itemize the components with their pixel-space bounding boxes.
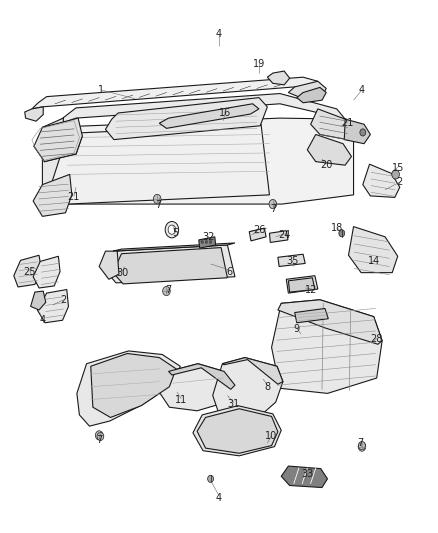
Text: 30: 30	[116, 268, 128, 278]
Circle shape	[165, 222, 179, 238]
Polygon shape	[286, 276, 318, 293]
Text: 2: 2	[60, 295, 67, 305]
Polygon shape	[159, 104, 259, 128]
Polygon shape	[288, 81, 326, 99]
Circle shape	[269, 199, 277, 209]
Circle shape	[201, 240, 203, 244]
Circle shape	[360, 129, 366, 136]
Polygon shape	[106, 98, 267, 140]
Polygon shape	[249, 228, 266, 241]
Polygon shape	[37, 289, 68, 323]
Text: 31: 31	[228, 399, 240, 409]
Polygon shape	[193, 406, 281, 456]
Polygon shape	[199, 237, 215, 248]
Text: 7: 7	[96, 435, 102, 446]
Text: 10: 10	[265, 431, 278, 441]
Polygon shape	[158, 364, 235, 411]
Text: 18: 18	[331, 223, 343, 233]
Polygon shape	[42, 118, 64, 204]
Text: 25: 25	[24, 266, 36, 277]
Text: 33: 33	[301, 469, 314, 479]
Text: 2: 2	[397, 177, 403, 187]
Polygon shape	[278, 300, 382, 344]
Text: 21: 21	[68, 192, 80, 203]
Circle shape	[392, 170, 399, 179]
Polygon shape	[281, 466, 328, 488]
Polygon shape	[213, 358, 283, 426]
Polygon shape	[14, 255, 42, 287]
Text: 26: 26	[253, 224, 265, 235]
Text: 14: 14	[368, 256, 381, 266]
Text: 7: 7	[155, 200, 161, 210]
Polygon shape	[42, 118, 353, 204]
Text: 8: 8	[264, 382, 270, 392]
Text: 15: 15	[392, 163, 404, 173]
Circle shape	[358, 442, 366, 451]
Circle shape	[339, 230, 345, 237]
Polygon shape	[113, 247, 227, 284]
Polygon shape	[113, 243, 235, 251]
Text: 11: 11	[175, 394, 187, 405]
Polygon shape	[106, 245, 235, 283]
Polygon shape	[363, 164, 400, 197]
Polygon shape	[272, 300, 382, 393]
Polygon shape	[32, 77, 318, 109]
Polygon shape	[295, 309, 328, 323]
Text: 4: 4	[359, 85, 365, 95]
Polygon shape	[33, 256, 60, 288]
Polygon shape	[99, 251, 119, 279]
Polygon shape	[223, 358, 283, 384]
Polygon shape	[297, 87, 326, 103]
Polygon shape	[269, 231, 288, 243]
Polygon shape	[344, 119, 371, 144]
Text: 6: 6	[226, 266, 233, 277]
Text: 7: 7	[166, 285, 172, 295]
Polygon shape	[311, 109, 353, 140]
Polygon shape	[288, 278, 315, 292]
Circle shape	[205, 240, 208, 244]
Text: 7: 7	[271, 204, 277, 214]
Text: 7: 7	[357, 438, 363, 448]
Polygon shape	[31, 291, 46, 310]
Circle shape	[95, 431, 103, 440]
Polygon shape	[278, 254, 305, 266]
Polygon shape	[91, 353, 176, 417]
Polygon shape	[169, 364, 235, 389]
Text: 4: 4	[216, 29, 222, 39]
Text: 35: 35	[286, 256, 299, 266]
Text: 12: 12	[305, 285, 318, 295]
Text: 32: 32	[202, 232, 215, 243]
Polygon shape	[51, 94, 345, 127]
Circle shape	[97, 432, 104, 440]
Polygon shape	[307, 134, 351, 165]
Polygon shape	[51, 124, 269, 204]
Polygon shape	[25, 107, 43, 121]
Text: 20: 20	[320, 160, 332, 170]
Text: 24: 24	[278, 230, 290, 240]
Polygon shape	[33, 174, 72, 216]
Circle shape	[168, 225, 176, 235]
Text: 4: 4	[216, 493, 222, 503]
Polygon shape	[267, 71, 290, 85]
Polygon shape	[197, 409, 278, 453]
Circle shape	[208, 475, 214, 482]
Text: 5: 5	[172, 228, 178, 238]
Text: 1: 1	[98, 85, 104, 95]
Polygon shape	[77, 351, 180, 426]
Polygon shape	[349, 227, 398, 273]
Text: 4: 4	[39, 315, 46, 325]
Text: 19: 19	[253, 59, 265, 69]
Text: 21: 21	[341, 118, 353, 128]
Text: 28: 28	[371, 334, 383, 344]
Circle shape	[153, 195, 161, 204]
Circle shape	[209, 240, 212, 244]
Circle shape	[162, 286, 170, 296]
Text: 9: 9	[294, 324, 300, 334]
Text: 16: 16	[219, 108, 231, 118]
Polygon shape	[34, 118, 82, 161]
Circle shape	[359, 441, 365, 450]
